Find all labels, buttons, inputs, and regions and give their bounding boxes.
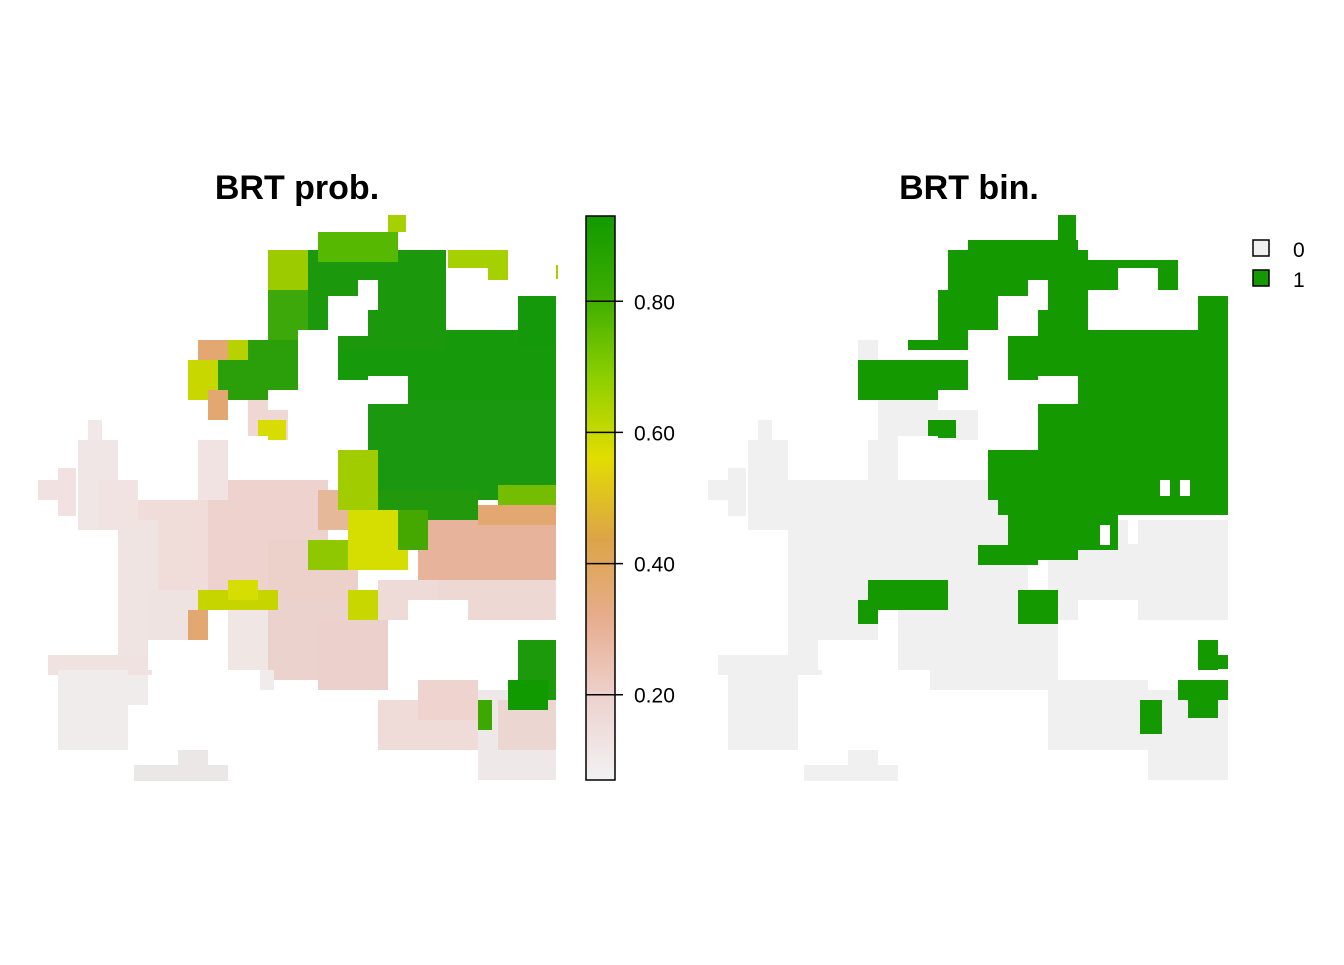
colorbar-tick-label-1: 0.40 <box>634 554 675 577</box>
colorbar-tick-label-3: 0.80 <box>634 291 675 314</box>
colorbar-tick-label-2: 0.60 <box>634 422 675 445</box>
colorbar-tick-label-0: 0.20 <box>634 685 675 708</box>
prob-panel-title: BRT prob. <box>215 169 379 207</box>
legend: 0 1 <box>1252 239 1305 292</box>
legend-swatch-0 <box>1252 239 1270 257</box>
colorbar-ticks: 0.20 0.40 0.60 0.80 <box>586 291 675 708</box>
bin-panel-title: BRT bin. <box>899 169 1039 207</box>
prob-land-northeast <box>208 232 556 730</box>
prob-map <box>38 215 558 781</box>
legend-label-1: 1 <box>1293 269 1305 292</box>
bin-present-alps <box>868 580 948 610</box>
legend-swatch-1 <box>1252 269 1270 287</box>
bin-map <box>708 215 1228 781</box>
colorbar: 0.20 0.40 0.60 0.80 <box>585 215 675 781</box>
bin-water <box>708 215 1228 781</box>
prob-water <box>38 215 556 781</box>
legend-label-0: 0 <box>1293 239 1305 262</box>
colorbar-bar <box>585 215 616 781</box>
